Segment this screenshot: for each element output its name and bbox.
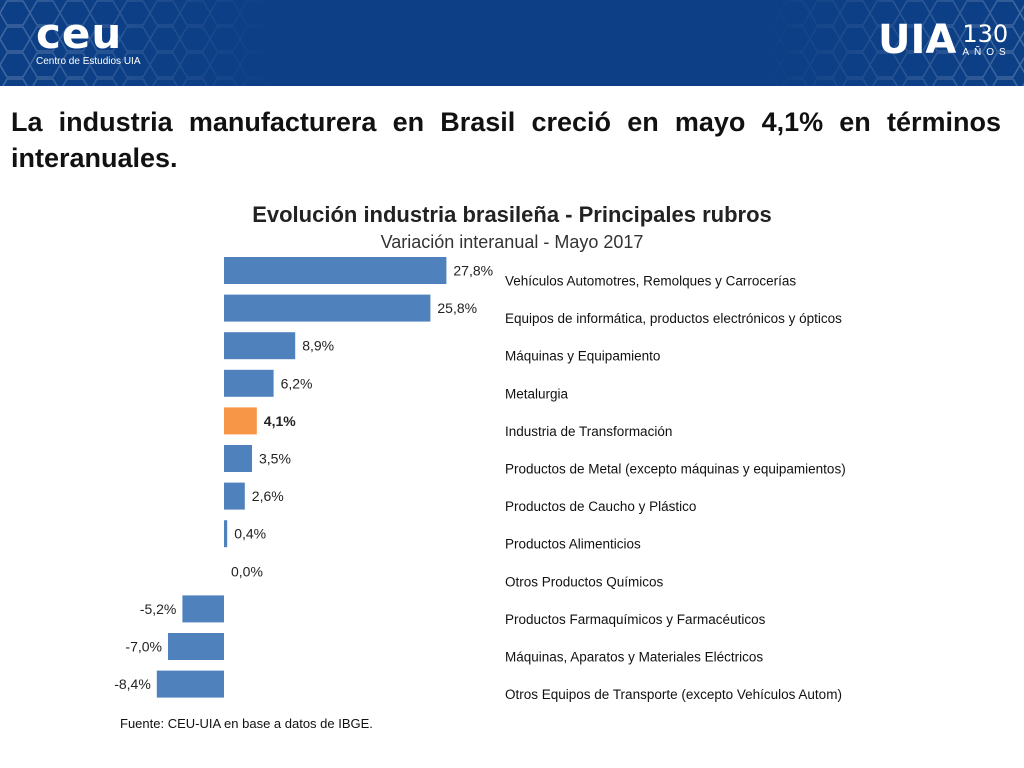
data-label: 6,2% bbox=[281, 375, 313, 391]
chart-subtitle: Variación interanual - Mayo 2017 bbox=[380, 232, 644, 252]
bar-highlight bbox=[224, 407, 257, 435]
data-label: 0,0% bbox=[231, 563, 263, 579]
uia-anniversary-word: AÑOS bbox=[962, 47, 1011, 58]
ceu-logo-text: ceu bbox=[36, 9, 123, 58]
data-label: 3,5% bbox=[259, 451, 291, 467]
data-label: 4,1% bbox=[264, 413, 296, 429]
bar bbox=[224, 369, 274, 397]
category-label: Otros Equipos de Transporte (excepto Veh… bbox=[505, 687, 842, 702]
bar bbox=[224, 332, 296, 360]
category-label: Metalurgia bbox=[505, 386, 569, 401]
header-banner: ceu Centro de Estudios UIA UIA 130 AÑOS bbox=[0, 0, 1024, 86]
data-label: 2,6% bbox=[252, 488, 284, 504]
category-label: Productos Alimenticios bbox=[505, 537, 641, 552]
bar bbox=[168, 633, 224, 660]
bar-chart: 27,8% Vehículos Automotres, Remolques y C… bbox=[114, 257, 846, 702]
category-label: Máquinas, Aparatos y Materiales Eléctric… bbox=[505, 650, 763, 665]
uia-logo-text: UIA bbox=[878, 17, 957, 63]
category-label: Productos Farmaquímicos y Farmacéuticos bbox=[505, 612, 766, 627]
hexagon-pattern bbox=[0, 0, 1024, 86]
data-label: -5,2% bbox=[140, 601, 177, 617]
page-headline: La industria manufacturera en Brasil cre… bbox=[11, 107, 1001, 173]
data-label: 0,4% bbox=[234, 526, 266, 542]
ceu-logo: ceu Centro de Estudios UIA bbox=[36, 9, 141, 68]
category-label: Industria de Transformación bbox=[505, 424, 672, 439]
data-label: 8,9% bbox=[302, 338, 334, 354]
bar bbox=[224, 257, 447, 284]
bar bbox=[182, 595, 224, 623]
bar bbox=[156, 670, 224, 698]
chart-title: Evolución industria brasileña - Principa… bbox=[252, 202, 772, 227]
ceu-logo-subtitle: Centro de Estudios UIA bbox=[36, 56, 141, 67]
category-label: Productos de Metal (excepto máquinas y e… bbox=[505, 462, 846, 477]
uia-130-logo: UIA 130 AÑOS bbox=[878, 18, 1011, 62]
bar bbox=[224, 520, 228, 548]
category-label: Otros Productos Químicos bbox=[505, 574, 664, 589]
source-note: Fuente: CEU-UIA en base a datos de IBGE. bbox=[120, 716, 373, 731]
category-label: Vehículos Automotres, Remolques y Carroc… bbox=[505, 274, 796, 289]
uia-anniversary-number: 130 bbox=[962, 20, 1009, 48]
bar bbox=[224, 294, 431, 322]
data-label: -8,4% bbox=[114, 676, 151, 692]
data-label: 25,8% bbox=[437, 300, 477, 316]
category-label: Equipos de informática, productos electr… bbox=[505, 311, 842, 326]
data-label: 27,8% bbox=[453, 263, 493, 279]
data-label: -7,0% bbox=[125, 639, 162, 655]
category-label: Máquinas y Equipamiento bbox=[505, 349, 660, 364]
category-label: Productos de Caucho y Plástico bbox=[505, 499, 696, 514]
bar bbox=[224, 445, 252, 472]
bar bbox=[224, 482, 245, 510]
